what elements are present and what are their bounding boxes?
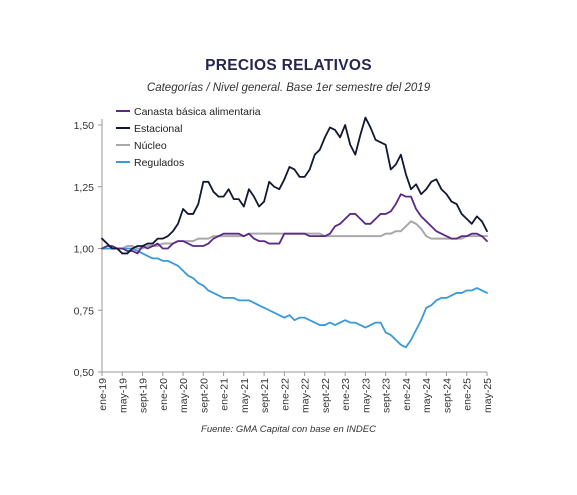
chart-source: Fuente: GMA Capital con base en INDEC bbox=[201, 424, 376, 435]
x-tick-label: may-19 bbox=[117, 378, 129, 413]
x-tick-label: ene-22 bbox=[279, 378, 291, 411]
series-line-canasta-basica-alimentaria bbox=[101, 193, 488, 255]
legend-label: Estacional bbox=[134, 123, 182, 135]
x-tick-label: sept-24 bbox=[441, 378, 453, 413]
legend-label: Regulados bbox=[134, 157, 184, 169]
y-tick-label: 0,50 bbox=[74, 367, 95, 379]
x-axis-ticks: ene-19 may-19 sept-19 ene-20 may-20 sept-20 en… bbox=[97, 372, 494, 413]
chart-subtitle: Categorías / Nivel general. Base 1er sem… bbox=[146, 82, 431, 94]
y-tick-label: 1,00 bbox=[74, 244, 95, 256]
series-lines bbox=[101, 116, 488, 349]
x-tick-label: ene-24 bbox=[401, 378, 413, 411]
x-tick-label: ene-23 bbox=[340, 378, 352, 411]
legend-label: Núcleo bbox=[134, 140, 167, 152]
x-tick-label: sept-19 bbox=[138, 378, 150, 413]
x-tick-label: may-25 bbox=[482, 378, 494, 413]
x-tick-label: sept-20 bbox=[198, 378, 210, 413]
series-line-estacional bbox=[101, 116, 488, 255]
x-tick-label: may-24 bbox=[421, 378, 433, 413]
x-tick-label: ene-19 bbox=[97, 378, 109, 411]
x-tick-label: ene-25 bbox=[462, 378, 474, 411]
legend: Canasta básica alimentaria Estacional Núcl… bbox=[116, 106, 261, 169]
axes bbox=[101, 119, 487, 373]
legend-label: Canasta básica alimentaria bbox=[134, 106, 261, 118]
x-tick-label: may-21 bbox=[239, 378, 251, 413]
x-tick-label: may-23 bbox=[360, 378, 372, 413]
y-tick-label: 1,50 bbox=[74, 120, 95, 132]
x-tick-label: may-22 bbox=[300, 378, 312, 413]
x-tick-label: sept-23 bbox=[381, 378, 393, 413]
x-tick-label: ene-20 bbox=[158, 378, 170, 411]
series-line-regulados bbox=[101, 247, 488, 349]
x-tick-label: sept-21 bbox=[259, 378, 271, 413]
x-tick-label: may-20 bbox=[178, 378, 190, 413]
chart-title: PRECIOS RELATIVOS bbox=[205, 57, 372, 74]
y-tick-label: 0,75 bbox=[74, 305, 95, 317]
y-tick-label: 1,25 bbox=[74, 182, 95, 194]
x-tick-label: ene-21 bbox=[219, 378, 231, 411]
y-axis-ticks: 0,50 0,75 1,00 1,25 1,50 bbox=[74, 120, 102, 379]
x-tick-label: sept-22 bbox=[320, 378, 332, 413]
